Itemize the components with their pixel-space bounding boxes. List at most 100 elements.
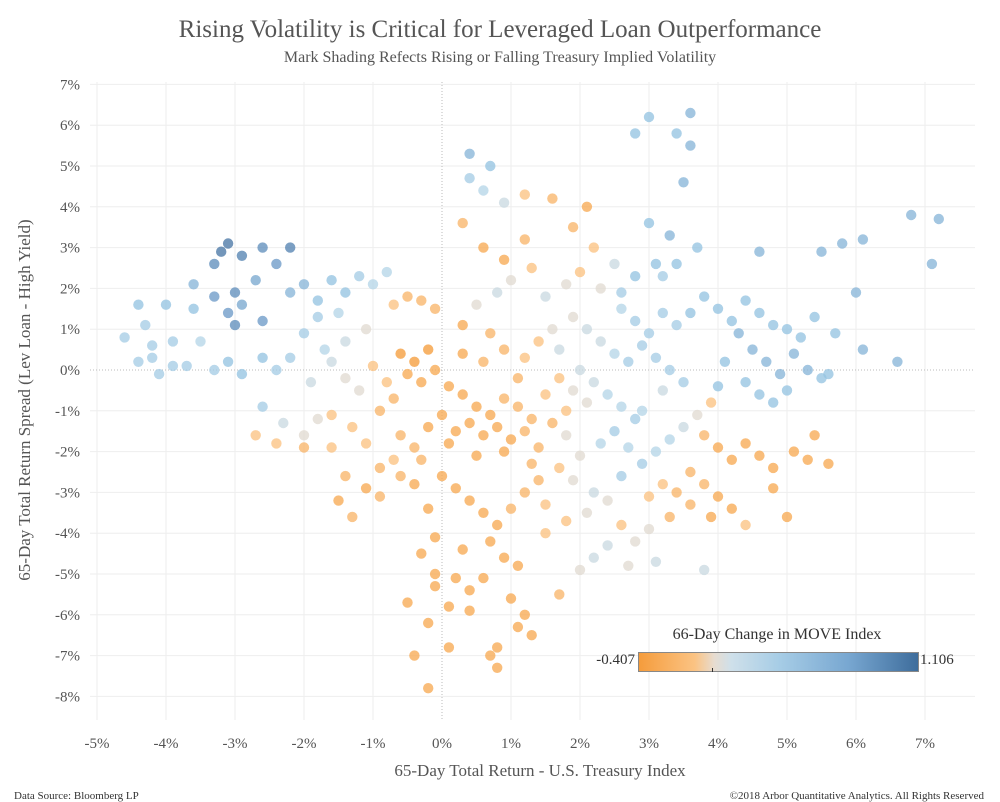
scatter-point [222, 238, 234, 249]
scatter-point [492, 287, 503, 298]
scatter-point [561, 405, 572, 416]
scatter-point [236, 368, 248, 380]
scatter-point [768, 319, 779, 331]
scatter-point [540, 389, 551, 400]
scatter-point [409, 356, 420, 367]
scatter-point [692, 409, 703, 421]
scatter-point [147, 352, 158, 363]
y-tick-label: 3% [60, 241, 80, 257]
scatter-point [133, 356, 144, 367]
scatter-point [236, 250, 248, 261]
scatter-point [492, 519, 503, 531]
y-tick-label: -1% [55, 404, 80, 420]
scatter-point [478, 507, 489, 518]
scatter-point [671, 128, 682, 139]
zero-lines [90, 82, 975, 720]
scatter-point [326, 409, 337, 421]
y-tick-label: 2% [60, 281, 80, 297]
scatter-point [554, 589, 565, 600]
scatter-point [319, 344, 330, 355]
y-tick-label: -7% [55, 649, 80, 665]
scatter-point [512, 401, 524, 412]
x-tick-label: 1% [501, 736, 521, 752]
scatter-point [726, 503, 737, 514]
scatter-point [705, 511, 717, 523]
scatter-point [547, 193, 558, 204]
scatter-point [457, 389, 468, 400]
scatter-point [312, 311, 323, 323]
scatter-point [678, 421, 689, 433]
scatter-point [340, 336, 351, 347]
scatter-point [298, 279, 310, 290]
scatter-point [416, 295, 427, 306]
scatter-point [754, 389, 765, 400]
scatter-point [512, 560, 524, 571]
scatter-point [857, 234, 869, 245]
data-source-note: Data Source: Bloomberg LP [14, 790, 139, 802]
scatter-point [650, 556, 662, 567]
scatter-point [298, 430, 310, 441]
scatter-point [285, 287, 296, 298]
x-tick-label: -4% [154, 736, 179, 752]
x-tick-label: 6% [846, 736, 866, 752]
scatter-point [616, 519, 627, 531]
scatter-point [581, 397, 593, 408]
scatter-point [464, 495, 475, 506]
y-tick-label: -8% [55, 689, 80, 705]
scatter-point [657, 479, 668, 490]
legend-zero-marker [712, 668, 713, 672]
scatter-point [574, 450, 586, 461]
x-tick-label: 7% [915, 736, 935, 752]
scatter-point [567, 311, 579, 323]
scatter-point [712, 303, 724, 314]
scatter-point [567, 475, 579, 486]
scatter-point [581, 507, 593, 518]
scatter-point [650, 258, 662, 270]
scatter-point [485, 160, 496, 172]
scatter-point [567, 385, 579, 396]
scatter-point [374, 462, 386, 474]
scatter-point [381, 266, 392, 278]
scatter-point [457, 348, 468, 359]
scatter-point [678, 377, 689, 388]
scatter-point [285, 242, 296, 253]
scatter-point [788, 446, 800, 457]
legend-title: 66-Day Change in MOVE Index [672, 626, 882, 643]
scatter-point [388, 299, 399, 310]
scatter-point [478, 572, 489, 584]
scatter-point [443, 601, 455, 612]
scatter-point [643, 491, 655, 502]
scatter-point [561, 515, 572, 527]
scatter-point [526, 262, 537, 274]
scatter-point [547, 324, 558, 335]
scatter-point [388, 454, 399, 465]
scatter-point [388, 393, 399, 404]
scatter-point [429, 364, 441, 376]
scatter-point [754, 450, 765, 461]
scatter-point [485, 650, 496, 661]
scatter-point [457, 217, 468, 229]
scatter-point [540, 291, 551, 302]
scatter-point [505, 503, 517, 514]
scatter-point [699, 430, 710, 441]
y-tick-label: -4% [55, 526, 80, 542]
scatter-point [312, 413, 323, 425]
scatter-point [409, 479, 420, 490]
scatter-point [457, 319, 468, 331]
scatter-point [809, 311, 820, 323]
scatter-point [685, 107, 696, 119]
scatter-point [699, 564, 710, 576]
scatter-point [664, 511, 675, 523]
scatter-point [685, 307, 696, 319]
scatter-point [278, 417, 289, 429]
scatter-point [802, 364, 813, 376]
scatter-point [209, 258, 220, 270]
scatter-point [457, 544, 468, 555]
x-tick-label: 0% [432, 736, 452, 752]
scatter-point [395, 470, 406, 482]
scatter-point [609, 426, 620, 437]
scatter-point [153, 368, 165, 380]
scatter-point [795, 332, 806, 343]
scatter-point [540, 499, 551, 510]
